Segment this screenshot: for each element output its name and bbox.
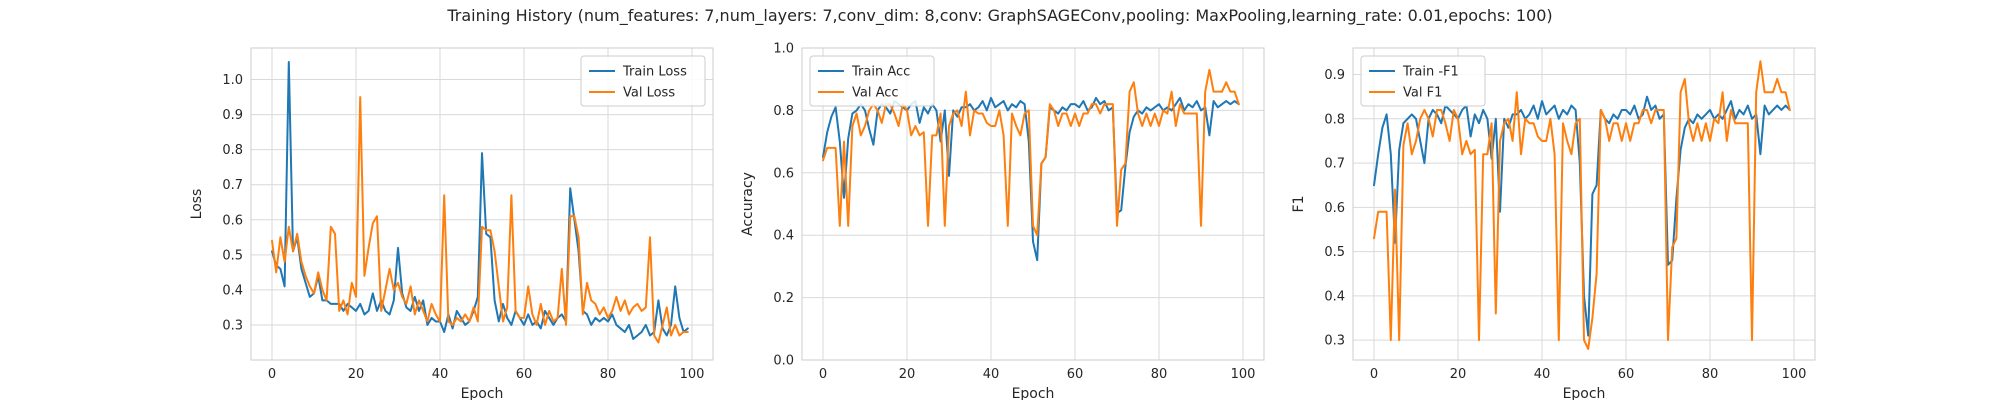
y-tick-label: 0.7: [222, 178, 243, 193]
chart-1: 0 20 40 60 80 100 0.3 0.4 0.5 0.6 0.7 0.8 0.9 1.0 Epoc…: [189, 47, 714, 402]
y-tick-label: 0.4: [773, 229, 794, 244]
x-tick-label: 100: [1782, 367, 1807, 382]
chart-3: 0 20 40 60 80 100 0.3 0.4 0.5 0.6 0.7 0.8 0.9 Epoch F1…: [1291, 47, 1816, 402]
x-tick-label: 60: [1067, 367, 1084, 382]
x-axis-label: Epoch: [1563, 386, 1606, 400]
y-tick-label: 0.6: [773, 166, 794, 181]
axes-frame: [250, 47, 714, 361]
x-tick-label: 100: [1231, 367, 1256, 382]
x-tick-label: 60: [516, 367, 533, 382]
y-tick-label: 0.5: [222, 248, 243, 263]
y-tick-label: 1.0: [773, 42, 794, 57]
legend-label: Val Loss: [623, 86, 675, 101]
x-tick-label: 0: [268, 367, 276, 382]
x-tick-label: 40: [432, 367, 449, 382]
legend-label: Train Acc: [851, 65, 910, 80]
legend-label: Val Acc: [852, 86, 899, 101]
y-tick-label: 0.9: [222, 108, 243, 123]
y-tick-label: 0.6: [222, 213, 243, 228]
y-tick-label: 0.4: [1324, 289, 1345, 304]
x-tick-label: 80: [1702, 367, 1719, 382]
y-tick-label: 0.5: [1324, 245, 1345, 260]
x-tick-label: 80: [1151, 367, 1168, 382]
y-tick-label: 0.9: [1324, 68, 1345, 83]
y-tick-label: 0.8: [222, 143, 243, 158]
series-line-val-acc: [822, 68, 1240, 237]
legend-label: Train Loss: [622, 65, 687, 80]
x-tick-label: 40: [983, 367, 1000, 382]
x-tick-label: 0: [1370, 367, 1378, 382]
x-tick-label: 100: [680, 367, 705, 382]
series-line-val-loss: [271, 96, 689, 344]
y-tick-label: 0.7: [1324, 157, 1345, 172]
y-tick-label: 0.8: [1324, 112, 1345, 127]
y-tick-label: 0.3: [1324, 334, 1345, 349]
axes-frame: [1352, 47, 1816, 361]
x-tick-label: 20: [348, 367, 365, 382]
y-tick-label: 1.0: [222, 73, 243, 88]
x-tick-label: 0: [819, 367, 827, 382]
y-axis-label: F1: [1291, 196, 1307, 213]
y-tick-label: 0.3: [222, 318, 243, 333]
legend: Train Loss Val Loss: [580, 55, 706, 107]
y-tick-label: 0.0: [773, 354, 794, 369]
legend-label: Train -F1: [1402, 65, 1459, 80]
y-tick-label: 0.6: [1324, 201, 1345, 216]
axes-frame: [801, 47, 1265, 361]
x-tick-label: 40: [1534, 367, 1551, 382]
x-axis-label: Epoch: [1012, 386, 1055, 400]
x-axis-label: Epoch: [461, 386, 504, 400]
legend: Train Acc Val Acc: [809, 55, 935, 107]
x-tick-label: 20: [899, 367, 916, 382]
x-tick-label: 80: [600, 367, 617, 382]
y-axis-label: Loss: [189, 189, 205, 220]
x-tick-label: 60: [1618, 367, 1635, 382]
legend-label: Val F1: [1403, 86, 1442, 101]
x-tick-label: 20: [1450, 367, 1467, 382]
y-axis-label: Accuracy: [740, 172, 756, 236]
legend-box: [809, 55, 935, 107]
figure-title: Training History (num_features: 7,num_la…: [446, 6, 1552, 26]
chart-2: 0 20 40 60 80 100 0.0 0.2 0.4 0.6 0.8 1.0 Epoch Accur…: [740, 42, 1265, 402]
y-tick-label: 0.8: [773, 104, 794, 119]
series-line-val-f1: [1373, 60, 1791, 350]
y-tick-label: 0.2: [773, 291, 794, 306]
legend-box: [1360, 55, 1486, 107]
legend-box: [580, 55, 706, 107]
legend: Train -F1 Val F1: [1360, 55, 1486, 107]
y-tick-label: 0.4: [222, 283, 243, 298]
